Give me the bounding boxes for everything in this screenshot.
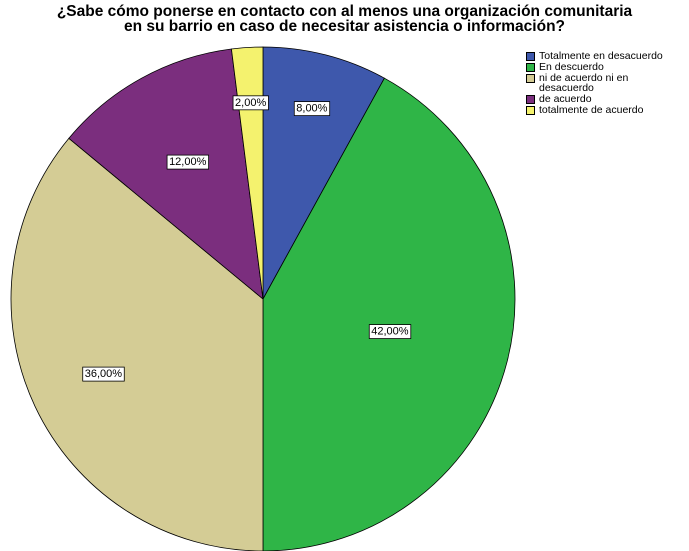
slice-label-box <box>293 101 331 117</box>
legend-swatch <box>526 74 535 83</box>
pie-data-labels: 8,00% 42,00% 36,00% 12,00% 2,00% <box>82 95 412 382</box>
legend-item: ni de acuerdo ni en desacuerdo <box>526 73 669 93</box>
legend-label: de acuerdo <box>539 93 592 105</box>
slice-label-box <box>166 154 210 170</box>
legend-item: En descuerdo <box>526 62 669 72</box>
pie-slice <box>10 137 264 551</box>
legend-swatch <box>526 63 535 72</box>
chart-title-line-1: ¿Sabe cómo ponerse en contacto con al me… <box>56 3 633 20</box>
slice-data-label: 2,00% <box>232 95 269 111</box>
slice-data-label: 36,00% <box>82 366 125 382</box>
slice-data-label: 8,00% <box>293 101 331 117</box>
slice-value-text: 42,00% <box>371 326 409 338</box>
slice-value-text: 36,00% <box>85 368 123 380</box>
slice-label-box <box>232 95 269 111</box>
pie-slice <box>262 46 385 300</box>
slice-label-box <box>82 366 125 382</box>
legend-label: En descuerdo <box>539 61 604 73</box>
chart-legend: Totalmente en desacuerdo En descuerdo ni d… <box>526 51 669 116</box>
pie-slice <box>262 77 516 551</box>
slice-label-box <box>368 324 412 339</box>
chart-title: ¿Sabe cómo ponerse en contacto con al me… <box>0 3 689 35</box>
slice-data-label: 12,00% <box>166 154 210 170</box>
slice-value-text: 12,00% <box>169 156 207 168</box>
legend-label: Totalmente en desacuerdo <box>539 50 663 62</box>
legend-item: Totalmente en desacuerdo <box>526 51 669 61</box>
legend-swatch <box>526 106 535 115</box>
slice-data-label: 42,00% <box>368 324 412 339</box>
legend-item: totalmente de acuerdo <box>526 105 669 115</box>
legend-item: de acuerdo <box>526 94 669 104</box>
chart-title-line-2: en su barrio en caso de necesitar asiste… <box>123 18 566 35</box>
slice-value-text: 8,00% <box>296 103 327 115</box>
slice-value-text: 2,00% <box>235 97 266 109</box>
pie-slice <box>68 48 264 300</box>
legend-label: totalmente de acuerdo <box>539 104 644 116</box>
legend-label: ni de acuerdo ni en desacuerdo <box>539 72 629 94</box>
legend-swatch <box>526 52 535 61</box>
pie-slices <box>10 46 516 551</box>
legend-swatch <box>526 95 535 104</box>
